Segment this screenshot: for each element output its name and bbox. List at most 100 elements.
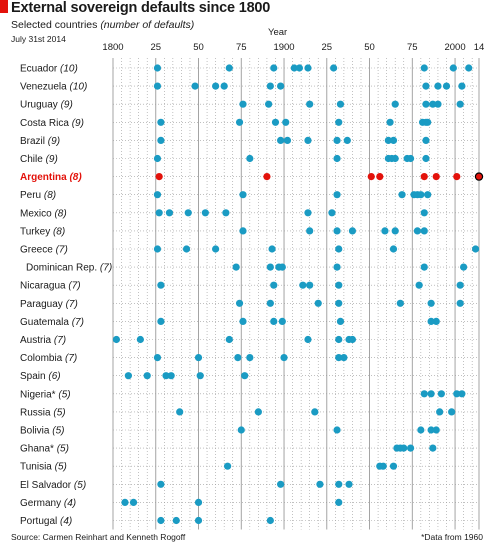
- subtitle-main: Selected countries: [11, 19, 101, 31]
- default-dot: [306, 281, 314, 289]
- default-dots: [112, 64, 484, 525]
- default-dot: [437, 390, 445, 398]
- default-dot: [157, 516, 165, 525]
- default-dot: [432, 426, 440, 434]
- default-count: (6): [48, 371, 60, 382]
- country-label: Nigeria* (5): [20, 389, 71, 400]
- default-dot: [162, 372, 170, 380]
- country-label: Nicaragua (7): [20, 281, 81, 292]
- default-dot: [333, 191, 341, 199]
- default-dot: [278, 317, 286, 325]
- default-dot: [448, 408, 456, 416]
- default-count: (7): [65, 353, 77, 364]
- default-dot: [316, 480, 324, 488]
- default-dot: [456, 281, 464, 289]
- chart-date: July 31st 2014: [11, 34, 66, 44]
- default-dot: [196, 372, 204, 380]
- country-name: Nicaragua: [20, 281, 68, 292]
- default-dot: [280, 354, 288, 362]
- default-dot: [434, 82, 442, 90]
- default-dot: [420, 227, 428, 235]
- default-dot: [335, 498, 343, 506]
- default-dot: [391, 100, 399, 108]
- default-dot: [422, 100, 430, 108]
- default-dot: [212, 245, 220, 253]
- default-dot: [330, 64, 338, 72]
- default-dot: [311, 408, 319, 416]
- country-name: Venezuela: [20, 82, 70, 93]
- default-count: (10): [60, 64, 78, 75]
- default-dot: [456, 100, 464, 108]
- country-label: Paraguay (7): [20, 299, 78, 310]
- country-name: Paraguay: [20, 299, 66, 310]
- default-dot: [348, 227, 357, 235]
- country-label: Russia (5): [20, 407, 66, 418]
- default-dot: [314, 299, 322, 307]
- default-count: (7): [56, 245, 68, 256]
- default-count: (5): [53, 407, 65, 418]
- country-label: Austria (7): [20, 335, 66, 346]
- default-dot: [124, 372, 132, 380]
- default-dot: [391, 227, 399, 235]
- default-dot: [172, 516, 180, 525]
- default-dot: [396, 299, 404, 307]
- country-name: Turkey: [20, 226, 53, 237]
- default-dot: [381, 227, 389, 235]
- default-dot: [348, 335, 357, 344]
- default-dot: [153, 154, 162, 163]
- default-dot: [343, 136, 351, 144]
- default-dot: [333, 154, 341, 163]
- default-count: (9): [46, 154, 58, 165]
- default-dot: [239, 100, 247, 108]
- default-dot: [143, 372, 151, 380]
- default-dot: [417, 426, 425, 434]
- country-label: Brazil (9): [20, 136, 60, 147]
- default-dot: [121, 498, 129, 506]
- default-dot: [420, 173, 428, 181]
- default-count: (4): [60, 516, 72, 527]
- default-dot: [306, 100, 314, 108]
- default-dot: [458, 390, 466, 398]
- default-dot: [429, 444, 437, 452]
- default-dot: [184, 209, 192, 217]
- x-tick-labels: 1800 25 50 75 1900 25 50 75 2000 14: [102, 42, 484, 53]
- default-dot: [420, 263, 428, 271]
- default-dot: [194, 516, 203, 525]
- default-dot: [266, 263, 274, 271]
- default-dot: [254, 408, 262, 416]
- default-dot: [422, 154, 430, 163]
- default-dot: [415, 281, 423, 289]
- country-label: Chile (9): [20, 154, 58, 165]
- x-tick-label: 25: [321, 42, 332, 53]
- default-dot: [155, 209, 163, 217]
- default-count: (8): [44, 190, 56, 201]
- country-name: Austria: [20, 335, 54, 346]
- default-dot: [165, 209, 174, 217]
- country-label: Spain (6): [20, 371, 61, 382]
- country-label: Argentina (8): [20, 172, 82, 183]
- country-label: Greece (7): [20, 245, 68, 256]
- default-dot: [157, 281, 165, 289]
- country-name: Uruguay: [20, 100, 61, 111]
- default-count: (9): [61, 100, 73, 111]
- default-dot: [460, 263, 468, 271]
- gridlines: [112, 58, 480, 530]
- country-label: Guatemala (7): [20, 317, 84, 328]
- x-tick-label: 1900: [273, 42, 294, 53]
- subtitle-italic: (number of defaults): [100, 19, 195, 31]
- default-dot: [345, 480, 353, 488]
- default-dot: [422, 136, 430, 144]
- default-dot: [277, 82, 285, 90]
- default-dot: [112, 335, 121, 344]
- default-dot: [246, 354, 254, 362]
- country-label: Venezuela (10): [20, 82, 87, 93]
- country-name: Colombia: [20, 353, 65, 364]
- default-dot: [453, 390, 461, 398]
- default-count: (8): [69, 172, 82, 183]
- default-dot: [471, 245, 480, 253]
- default-dot: [304, 136, 312, 144]
- default-dot: [246, 154, 254, 163]
- x-tick-label: 14: [474, 42, 485, 53]
- default-dot: [432, 317, 440, 325]
- default-dot: [270, 281, 278, 289]
